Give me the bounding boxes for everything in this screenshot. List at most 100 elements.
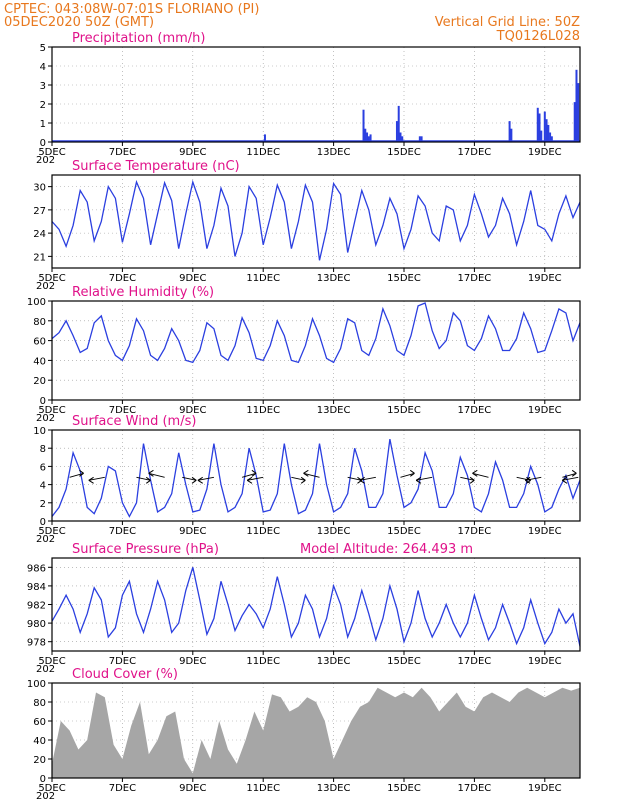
- x-tick-label: 7DEC: [109, 656, 136, 667]
- precip-bar: [540, 130, 543, 142]
- wind-arrowhead: [145, 476, 151, 484]
- precip-bar: [508, 121, 511, 142]
- precip-bar: [395, 121, 398, 142]
- panel-frame: [51, 300, 581, 401]
- wind-arrowhead: [409, 469, 415, 477]
- wind-arrow: [472, 472, 489, 478]
- wind-arrowhead: [246, 476, 253, 484]
- header-grid-line: Vertical Grid Line: 50Z: [435, 15, 580, 30]
- y-tick-label: 8: [40, 444, 46, 455]
- x-tick-label: 15DEC: [387, 405, 421, 416]
- x-tick-label: 7DEC: [109, 783, 136, 794]
- panel-frame: [51, 46, 581, 143]
- y-tick-label: 2: [40, 100, 46, 111]
- precip-bar: [263, 134, 266, 142]
- series-line-4: [51, 567, 581, 647]
- precip-bar: [418, 136, 421, 142]
- panel-frame: [51, 429, 581, 522]
- precip-bar: [399, 132, 402, 142]
- precip-bar: [573, 102, 576, 142]
- wind-arrow: [416, 476, 433, 481]
- x-tick-label: 11DEC: [246, 656, 280, 667]
- y-tick-label: 40: [33, 736, 46, 747]
- panel-4: Surface Pressure (hPa) Model Altitude: 26…: [27, 542, 581, 675]
- x-tick-label: 9DEC: [179, 273, 206, 284]
- panel-title-0: Precipitation (mm/h): [72, 31, 205, 46]
- wind-arrowhead: [359, 476, 365, 484]
- x-tick-label: 19DEC: [528, 147, 562, 158]
- precip-bar: [545, 119, 548, 142]
- wind-arrowhead: [79, 469, 84, 477]
- x-tick-label: 13DEC: [317, 783, 351, 794]
- x-tick-label: 9DEC: [179, 783, 206, 794]
- panel-annotation-4: Model Altitude: 264.493 m: [300, 542, 473, 557]
- y-tick-label: 100: [27, 679, 46, 690]
- panel-frame: [51, 174, 581, 269]
- wind-arrow: [247, 476, 264, 481]
- wind-arrow: [88, 476, 105, 481]
- cloud-area: [52, 687, 580, 778]
- x-year-label: 202: [36, 534, 55, 545]
- y-tick-label: 0: [40, 138, 46, 149]
- header-datetime: 05DEC2020 50Z (GMT): [4, 15, 154, 30]
- wind-arrowhead: [415, 476, 422, 484]
- wind-arrow: [359, 476, 376, 481]
- precip-bar: [364, 128, 367, 142]
- series-line-2: [51, 302, 581, 364]
- y-tick-label: 5: [40, 43, 46, 54]
- y-tick-label: 40: [33, 356, 46, 367]
- wind-arrow: [400, 472, 415, 478]
- wind-arrow: [525, 476, 542, 481]
- wind-arrowhead: [251, 469, 257, 477]
- header-location: CPTEC: 043:08W-07:01S FLORIANO (PI): [4, 2, 259, 17]
- x-tick-label: 9DEC: [179, 405, 206, 416]
- y-tick-label: 24: [33, 229, 46, 240]
- panel-0: Precipitation (mm/h) 0 1 2 3 4 5 5DEC 7DEC 9DEC 11…: [36, 31, 581, 166]
- y-tick-label: 4: [40, 481, 46, 492]
- wind-arrow: [291, 476, 306, 481]
- panel-title-4: Surface Pressure (hPa): [72, 542, 219, 557]
- x-year-label: 202: [36, 281, 55, 292]
- panel-title-3: Surface Wind (m/s): [72, 414, 196, 429]
- panel-5: Cloud Cover (%) 0 20 40 60 80 100 5DEC 7DEC 9DEC 1…: [27, 667, 581, 800]
- x-tick-label: 9DEC: [179, 526, 206, 537]
- x-tick-label: 15DEC: [387, 147, 421, 158]
- y-tick-label: 3: [40, 81, 46, 92]
- y-tick-label: 10: [33, 426, 46, 437]
- x-tick-label: 13DEC: [317, 147, 351, 158]
- x-tick-label: 15DEC: [387, 656, 421, 667]
- series-line-3: [51, 438, 581, 518]
- x-tick-label: 17DEC: [458, 147, 492, 158]
- x-tick-label: 9DEC: [179, 147, 206, 158]
- y-tick-label: 1: [40, 119, 46, 130]
- series-line-1: [51, 179, 581, 261]
- y-tick-label: 0: [40, 517, 46, 528]
- x-year-label: 202: [36, 155, 55, 166]
- y-tick-label: 100: [27, 297, 46, 308]
- precip-bar: [369, 134, 372, 142]
- wind-arrow: [148, 472, 165, 478]
- wind-arrowhead: [472, 469, 478, 477]
- x-tick-label: 13DEC: [317, 526, 351, 537]
- y-tick-label: 982: [27, 601, 46, 612]
- x-tick-label: 17DEC: [458, 273, 492, 284]
- y-tick-label: 986: [27, 563, 46, 574]
- x-tick-label: 15DEC: [387, 783, 421, 794]
- x-tick-label: 7DEC: [109, 526, 136, 537]
- y-tick-label: 2: [40, 499, 46, 510]
- precip-bar: [550, 136, 553, 142]
- precip-bar: [577, 83, 580, 142]
- x-year-label: 202: [36, 413, 55, 424]
- precip-bar: [401, 136, 404, 142]
- wind-arrow: [347, 476, 362, 481]
- wind-arrow: [136, 476, 151, 481]
- wind-arrow: [562, 472, 577, 478]
- y-tick-label: 60: [33, 717, 46, 728]
- x-tick-label: 17DEC: [458, 656, 492, 667]
- x-tick-label: 11DEC: [246, 526, 280, 537]
- y-tick-label: 21: [33, 252, 46, 263]
- x-tick-label: 11DEC: [246, 147, 280, 158]
- precip-bar: [538, 113, 541, 142]
- x-tick-label: 15DEC: [387, 273, 421, 284]
- x-tick-label: 11DEC: [246, 405, 280, 416]
